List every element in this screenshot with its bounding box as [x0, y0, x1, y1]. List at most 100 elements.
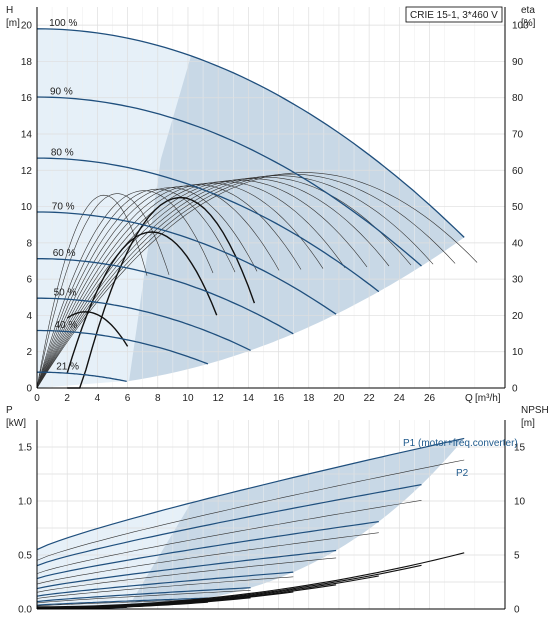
- bottom-y-tick-label: 1.0: [18, 497, 32, 508]
- speed-label: 70 %: [52, 201, 75, 212]
- efficiency-curve: [36, 178, 390, 389]
- efficiency-curve: [36, 188, 236, 389]
- top-x-tick-label: 4: [95, 393, 101, 404]
- top-x-tick-label: 12: [213, 393, 225, 404]
- p1-label: P1 (motor+freq.converter): [403, 438, 518, 449]
- head-curve-80pct: [37, 157, 380, 293]
- p1-curve: [36, 484, 422, 567]
- efficiency-arc-bold: [66, 311, 129, 347]
- top-x-tick-label: 6: [125, 393, 131, 404]
- top-x-tick-label: 24: [394, 393, 406, 404]
- p1-curve: [36, 571, 294, 597]
- top-y-tick-label: 16: [21, 93, 33, 104]
- top-x-axis-unit: [m³/h]: [475, 393, 501, 404]
- head-curve-70pct: [37, 211, 337, 315]
- top-y2-tick-label: 20: [512, 311, 524, 322]
- top-x-tick-label: 26: [424, 393, 436, 404]
- efficiency-curve: [36, 182, 324, 389]
- top-y2-tick-label: 50: [512, 202, 524, 213]
- bottom-y-axis-unit: [kW]: [6, 418, 26, 429]
- head-curve-40pct: [37, 329, 209, 365]
- bottom-y2-axis-label: NPSH: [521, 405, 549, 416]
- head-curve-90pct: [36, 96, 422, 267]
- speed-label: 100 %: [49, 18, 77, 29]
- p1-curve: [36, 521, 379, 580]
- p2-curve: [36, 500, 422, 574]
- top-y2-tick-label: 70: [512, 130, 524, 141]
- top-y-tick-label: 14: [21, 130, 33, 141]
- top-y-tick-label: 2: [26, 347, 32, 358]
- top-x-tick-label: 16: [273, 393, 285, 404]
- head-curve-21pct: [37, 371, 127, 383]
- speed-label: 21 %: [56, 362, 79, 373]
- bottom-y-tick-label: 0.5: [18, 551, 32, 562]
- top-y2-tick-label: 40: [512, 238, 524, 249]
- head-curve-100pct: [36, 28, 465, 238]
- top-y-axis-unit: [m]: [6, 18, 20, 29]
- top-y-tick-label: 18: [21, 57, 33, 68]
- bottom-y2-axis-unit: [m]: [521, 418, 535, 429]
- top-y2-tick-label: 100: [512, 21, 529, 32]
- speed-label: 40 %: [55, 320, 78, 331]
- top-y-axis-label: H: [6, 5, 13, 16]
- top-x-tick-label: 20: [333, 393, 345, 404]
- p2-curve: [36, 459, 465, 561]
- efficiency-arc-bold: [67, 196, 256, 389]
- p2-curve: [36, 532, 379, 585]
- speed-label: 50 %: [54, 288, 77, 299]
- speed-label: 60 %: [53, 248, 76, 259]
- top-x-axis-label: Q: [465, 393, 473, 404]
- chart-title: CRIE 15-1, 3*460 V: [410, 10, 498, 21]
- efficiency-curve: [36, 179, 368, 389]
- head-curve-50pct: [37, 297, 251, 351]
- bottom-y-tick-label: 0.0: [18, 605, 32, 616]
- top-y-tick-label: 10: [21, 202, 33, 213]
- efficiency-curve: [36, 187, 258, 389]
- top-x-tick-label: 22: [364, 393, 376, 404]
- top-x-tick-label: 10: [182, 393, 194, 404]
- top-y-tick-label: 12: [21, 166, 33, 177]
- p2-curve: [36, 576, 294, 599]
- p2-curve: [36, 557, 337, 593]
- top-y2-tick-label: 60: [512, 166, 524, 177]
- bottom-y2-tick-label: 10: [514, 497, 526, 508]
- top-y2-tick-label: 90: [512, 57, 524, 68]
- head-curve-60pct: [37, 258, 294, 335]
- top-y2-tick-label: 30: [512, 275, 524, 286]
- p1-curve: [36, 587, 251, 603]
- top-y2-tick-label: 80: [512, 93, 524, 104]
- efficiency-curve: [36, 176, 412, 389]
- bottom-y-tick-label: 1.5: [18, 443, 32, 454]
- top-x-tick-label: 2: [64, 393, 70, 404]
- top-y-tick-label: 6: [26, 275, 32, 286]
- top-x-tick-label: 14: [243, 393, 255, 404]
- p1-curve: [36, 437, 465, 551]
- chart-title-box: [405, 6, 503, 23]
- p1-curve: [36, 597, 208, 606]
- p2-label: P2: [456, 468, 469, 479]
- top-x-tick-label: 8: [155, 393, 161, 404]
- efficiency-curve: [36, 181, 346, 389]
- top-y-tick-label: 20: [21, 21, 33, 32]
- npsh-curve: [37, 552, 465, 608]
- efficiency-curve: [36, 185, 280, 389]
- efficiency-curve: [36, 193, 170, 389]
- top-y2-axis-unit: [%]: [521, 18, 536, 29]
- low-flow-area: [37, 28, 191, 389]
- efficiency-curve: [36, 172, 478, 389]
- p1-curve: [36, 549, 337, 590]
- top-x-tick-label: 0: [34, 393, 40, 404]
- p2-curve: [36, 590, 251, 604]
- bottom-y2-tick-label: 15: [514, 443, 526, 454]
- top-y2-tick-label: 0: [512, 384, 518, 395]
- bottom-y2-tick-label: 5: [514, 551, 520, 562]
- top-y-tick-label: 8: [26, 238, 32, 249]
- efficiency-curve: [36, 190, 214, 389]
- top-y-tick-label: 4: [26, 311, 32, 322]
- bottom-y-axis-label: P: [6, 405, 13, 416]
- top-y2-tick-label: 10: [512, 347, 524, 358]
- top-y2-axis-label: eta: [521, 5, 535, 16]
- speed-label: 90 %: [50, 86, 73, 97]
